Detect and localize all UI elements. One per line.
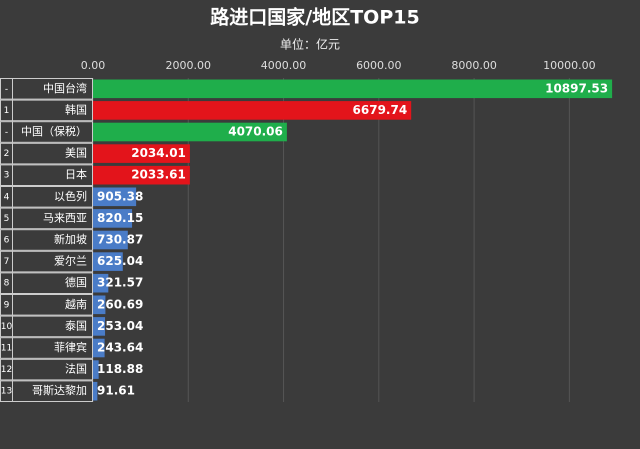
- bar: [93, 101, 412, 120]
- rank-label: 5: [4, 214, 10, 224]
- value-label: 905.38: [97, 189, 143, 203]
- rank-label: 6: [4, 236, 10, 246]
- rank-label: 12: [1, 365, 12, 375]
- value-label: 253.04: [97, 319, 143, 333]
- bar: [93, 360, 99, 379]
- row-name-cell: [12, 99, 93, 122]
- row-name-cell: [12, 250, 93, 273]
- y-tick-label: 日本: [65, 167, 87, 181]
- row-name-cell: [12, 315, 93, 338]
- rank-label: -: [5, 128, 8, 138]
- y-tick-label: 菲律宾: [54, 340, 87, 354]
- bar: [93, 295, 106, 315]
- row-name-cell: [12, 121, 93, 143]
- row-name-cell: [12, 272, 93, 294]
- bar: [93, 79, 613, 99]
- y-tick-label: 德国: [65, 275, 87, 289]
- row-name-cell: [12, 78, 93, 100]
- y-tick-label: 法国: [65, 362, 87, 376]
- value-label: 2034.01: [131, 146, 186, 160]
- bar: [93, 122, 287, 142]
- x-tick-label: 2000.00: [166, 59, 212, 72]
- x-tick-label: 10000.00: [543, 59, 596, 72]
- value-label: 321.57: [97, 276, 143, 290]
- value-label: 2033.61: [131, 168, 186, 182]
- y-tick-label: 马来西亚: [43, 211, 87, 224]
- bar: [93, 273, 109, 293]
- rank-label: 11: [1, 344, 12, 354]
- bar: [93, 209, 133, 228]
- y-tick-label: 泰国: [65, 318, 87, 332]
- rank-label: 1: [4, 106, 10, 116]
- y-tick-label: 爱尔兰: [54, 255, 87, 268]
- rank-label: 7: [4, 257, 10, 267]
- value-label: 730.87: [97, 233, 143, 247]
- x-tick-label: 8000.00: [451, 59, 497, 72]
- bar: [93, 338, 105, 358]
- row-name-cell: [12, 229, 93, 251]
- bar: [93, 252, 123, 271]
- row-name-cell: [12, 358, 93, 381]
- rank-label: -: [5, 84, 8, 94]
- bar: [93, 187, 137, 207]
- value-label: 625.04: [97, 254, 143, 268]
- y-tick-label: 哥斯达黎加: [32, 383, 87, 397]
- bar: [93, 317, 106, 336]
- row-name-cell: [12, 337, 93, 359]
- y-tick-label: 中国（保税）: [21, 124, 87, 138]
- x-tick-label: 0.00: [81, 59, 106, 72]
- value-label: 260.69: [97, 297, 143, 311]
- rank-label: 13: [1, 387, 12, 397]
- rank-label: 8: [4, 279, 10, 289]
- value-label: 6679.74: [353, 103, 408, 117]
- x-tick-label: 6000.00: [356, 59, 402, 72]
- rank-label: 4: [4, 192, 10, 202]
- row-name-cell: [12, 164, 93, 186]
- chart-title: 路进口国家/地区TOP15: [210, 6, 419, 29]
- y-tick-label: 中国台湾: [43, 81, 87, 95]
- x-tick-label: 4000.00: [261, 59, 307, 72]
- row-name-cell: [12, 207, 93, 230]
- chart-subtitle: 单位：亿元: [280, 37, 340, 52]
- value-label: 820.15: [97, 211, 143, 225]
- y-tick-label: 新加坡: [54, 232, 87, 246]
- y-tick-label: 韩国: [65, 102, 87, 116]
- bar: [93, 165, 190, 185]
- y-tick-label: 越南: [65, 297, 87, 311]
- value-label: 4070.06: [228, 125, 283, 139]
- value-label: 10897.53: [545, 81, 608, 95]
- bar: [93, 144, 190, 163]
- row-name-cell: [12, 380, 93, 402]
- bar: [93, 381, 98, 401]
- rank-label: 10: [1, 322, 13, 332]
- y-tick-label: 以色列: [54, 189, 87, 203]
- value-label: 91.61: [97, 384, 135, 398]
- rank-label: 9: [4, 300, 10, 310]
- value-label: 243.64: [97, 341, 143, 355]
- bar: [93, 230, 128, 250]
- row-name-cell: [12, 186, 93, 208]
- y-tick-label: 美国: [65, 147, 87, 160]
- value-label: 118.88: [97, 362, 143, 376]
- row-name-cell: [12, 142, 93, 165]
- rank-label: 3: [4, 171, 10, 181]
- rank-label: 2: [4, 149, 10, 159]
- row-name-cell: [12, 294, 93, 316]
